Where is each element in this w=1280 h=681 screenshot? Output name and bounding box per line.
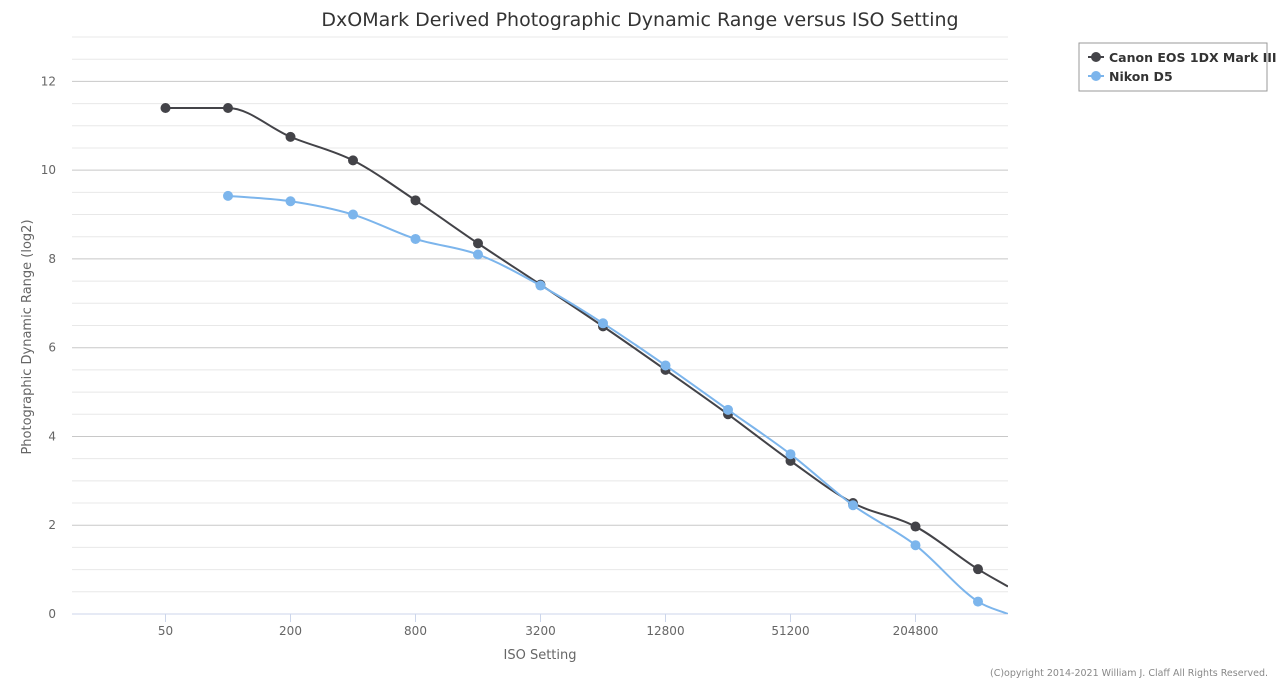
data-point-canon[interactable] xyxy=(160,103,171,114)
legend-label-canon: Canon EOS 1DX Mark III xyxy=(1109,50,1277,65)
data-point-nikon[interactable] xyxy=(535,280,546,291)
chart-title: DxOMark Derived Photographic Dynamic Ran… xyxy=(321,9,958,31)
y-tick-label: 10 xyxy=(41,163,56,177)
legend-item-nikon[interactable]: Nikon D5 xyxy=(1088,69,1173,84)
data-point-nikon[interactable] xyxy=(723,404,733,415)
data-point-nikon[interactable] xyxy=(473,249,483,260)
legend[interactable]: Canon EOS 1DX Mark III Nikon D5 xyxy=(1078,42,1277,92)
series-nikon xyxy=(227,194,1008,614)
x-axis-ticks: 50 200 800 3200 12800 51200 204800 xyxy=(158,614,939,638)
legend-item-canon[interactable]: Canon EOS 1DX Mark III xyxy=(1088,50,1277,65)
data-point-canon[interactable] xyxy=(348,155,358,166)
data-point-nikon[interactable] xyxy=(285,196,296,207)
data-point-canon[interactable] xyxy=(473,238,483,249)
legend-marker-canon xyxy=(1091,52,1101,62)
data-point-canon[interactable] xyxy=(223,103,233,114)
legend-marker-nikon xyxy=(1091,71,1101,81)
data-point-canon[interactable] xyxy=(410,195,421,206)
data-point-canon[interactable] xyxy=(973,564,983,575)
x-tick-label: 200 xyxy=(279,624,302,638)
data-point-nikon[interactable] xyxy=(848,500,858,511)
x-tick-label: 12800 xyxy=(646,624,684,638)
legend-box xyxy=(1078,42,1268,92)
y-axis-ticks: 0 2 4 6 8 10 12 xyxy=(41,74,56,621)
series-line-nikon xyxy=(227,194,1008,614)
x-tick-label: 3200 xyxy=(525,624,556,638)
x-tick-label: 50 xyxy=(158,624,173,638)
data-point-canon[interactable] xyxy=(285,131,296,142)
x-tick-label: 800 xyxy=(404,624,427,638)
y-tick-label: 6 xyxy=(48,341,56,355)
x-axis-label: ISO Setting xyxy=(504,648,577,663)
legend-label-nikon: Nikon D5 xyxy=(1109,69,1173,84)
copyright-notice: (C)opyright 2014-2021 William J. Claff A… xyxy=(990,668,1268,679)
y-tick-label: 0 xyxy=(48,607,56,621)
x-tick-label: 51200 xyxy=(771,624,809,638)
y-tick-label: 4 xyxy=(48,429,56,443)
data-point-canon[interactable] xyxy=(910,521,921,532)
y-tick-label: 8 xyxy=(48,252,56,266)
data-point-nikon[interactable] xyxy=(598,318,608,329)
y-tick-label: 2 xyxy=(48,518,56,532)
data-point-nikon[interactable] xyxy=(910,540,921,551)
data-point-nikon[interactable] xyxy=(973,596,983,607)
data-point-nikon[interactable] xyxy=(660,360,671,371)
grid xyxy=(72,36,1008,615)
y-axis-label: Photographic Dynamic Range (log2) xyxy=(20,219,35,454)
data-point-nikon[interactable] xyxy=(223,190,233,201)
data-point-nikon[interactable] xyxy=(348,209,358,220)
data-point-nikon[interactable] xyxy=(785,449,796,460)
x-tick-label: 204800 xyxy=(893,624,939,638)
y-tick-label: 12 xyxy=(41,74,56,88)
data-point-nikon[interactable] xyxy=(410,233,421,244)
series-layer xyxy=(160,103,1008,614)
